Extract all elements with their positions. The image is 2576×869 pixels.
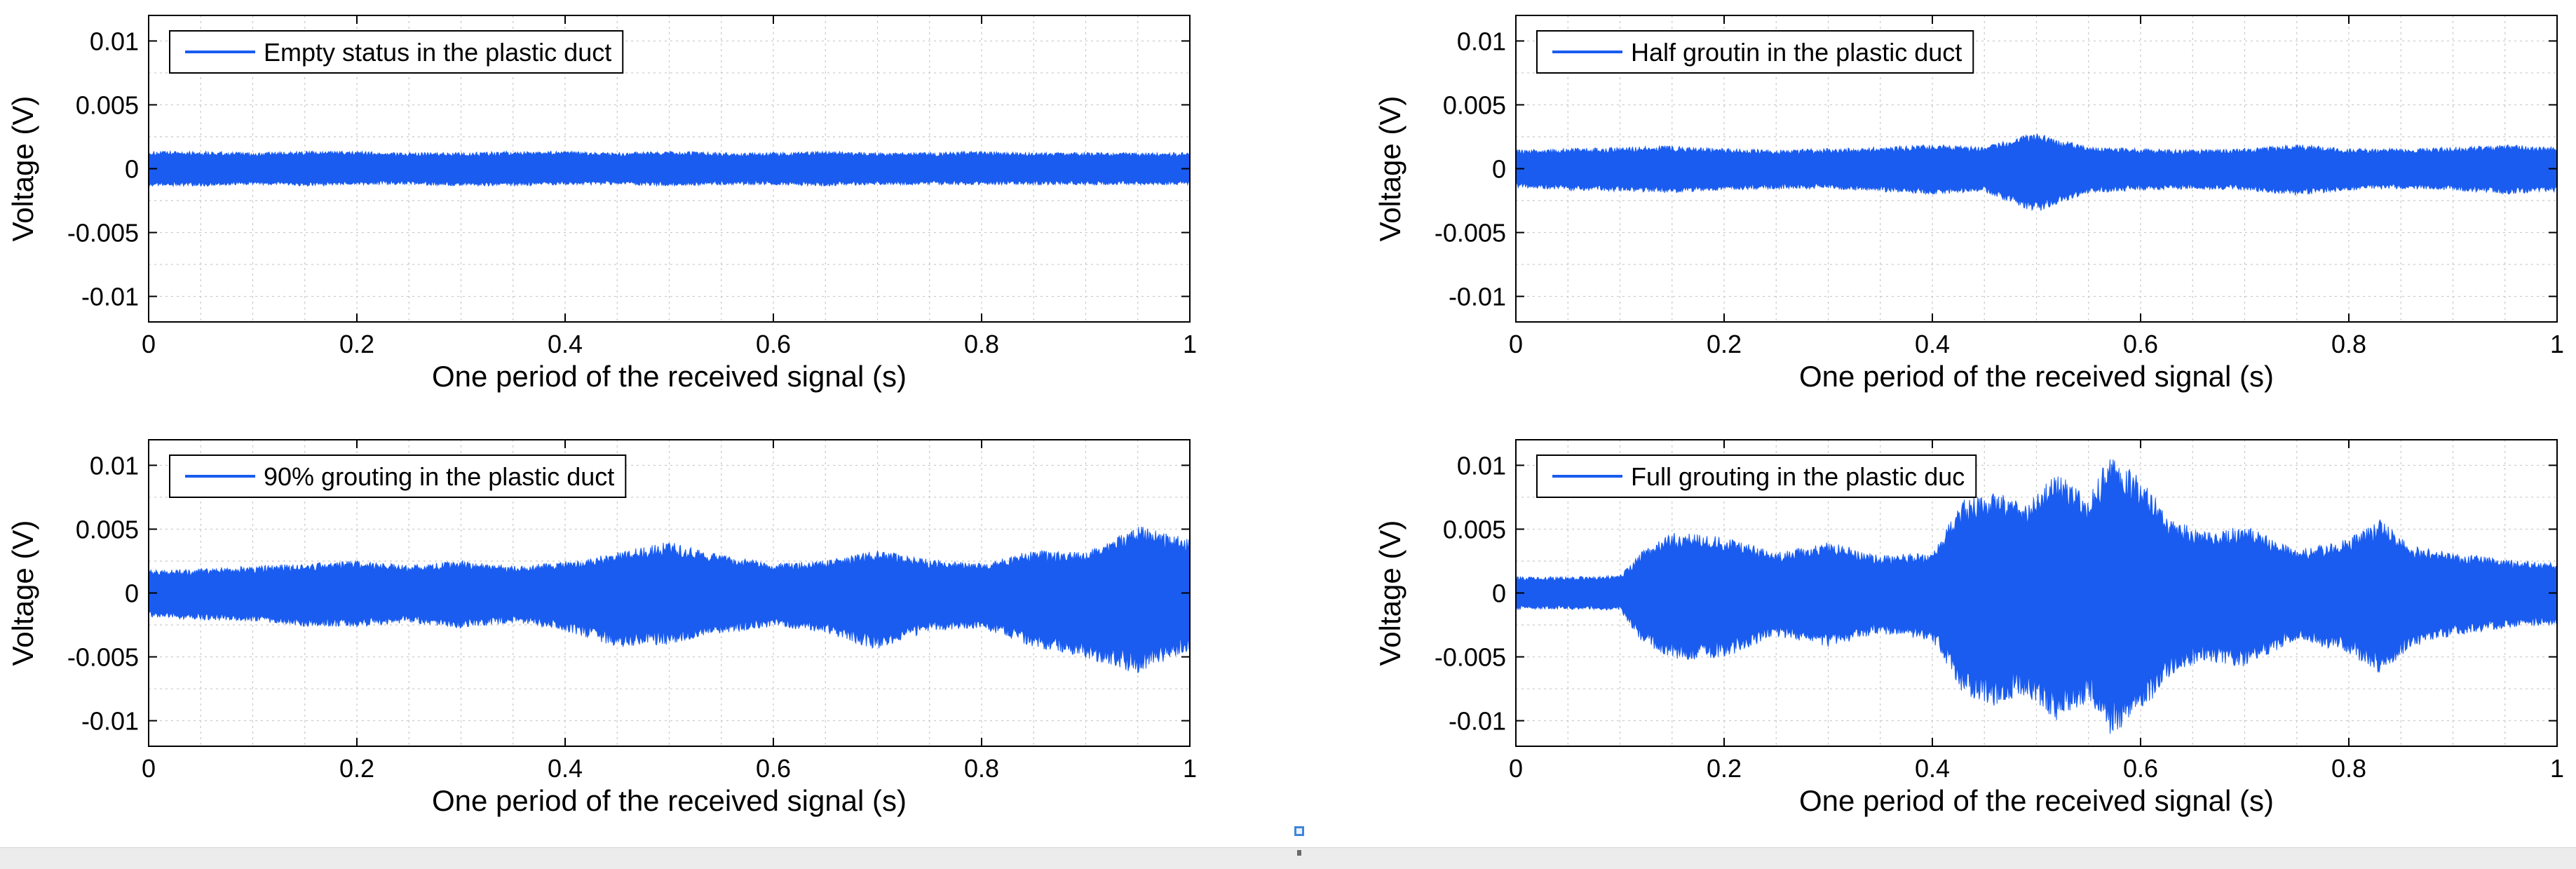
x-tick-label: 0.4 <box>548 754 583 783</box>
y-tick-label: -0.01 <box>81 283 139 311</box>
x-tick-label: 0.8 <box>2331 330 2366 358</box>
x-tick-label: 0.8 <box>964 754 999 783</box>
y-tick-label: 0 <box>125 155 139 184</box>
chart-panel-2: 0 0.2 0.4 0.6 0.8 1 -0.01 -0.005 0 0.005 0.01 One p… <box>1374 15 2564 393</box>
x-tick-label: 0.6 <box>756 754 791 783</box>
legend-box <box>1536 30 1974 74</box>
legend-entry: 90% grouting in the plastic duct <box>264 462 614 491</box>
x-tick-label: 0.4 <box>1915 754 1950 783</box>
y-tick-label: 0.005 <box>1443 90 1506 119</box>
y-tick-label: 0.01 <box>90 27 139 55</box>
y-tick-label: 0.005 <box>76 90 139 119</box>
y-tick-label: 0.005 <box>76 515 139 544</box>
x-tick-label: 0.8 <box>964 330 999 358</box>
x-tick-label: 0 <box>142 754 156 783</box>
legend-entry: Half groutin in the plastic duct <box>1631 38 1962 67</box>
x-tick-label: 0.8 <box>2331 754 2366 783</box>
signal-series-1 <box>148 149 1191 188</box>
x-tick-label: 0.2 <box>1707 754 1742 783</box>
y-tick-label: 0 <box>1492 155 1506 184</box>
x-axis-label: One period of the received signal (s) <box>432 360 907 393</box>
y-axis-label: Voltage (V) <box>6 96 39 242</box>
y-tick-label: 0.005 <box>1443 515 1506 544</box>
x-tick-label: 0.6 <box>2123 754 2158 783</box>
x-tick-label: 0.6 <box>756 330 791 358</box>
x-tick-label: 0.2 <box>1707 330 1742 358</box>
x-tick-label: 0 <box>142 330 156 358</box>
chart-panel-3: 0 0.2 0.4 0.6 0.8 1 -0.01 -0.005 0 0.005 0.01 One p… <box>6 439 1197 817</box>
x-tick-label: 0.6 <box>2123 330 2158 358</box>
x-tick-label: 1 <box>2550 754 2564 783</box>
y-tick-label: -0.005 <box>67 643 139 672</box>
y-tick-label: -0.01 <box>81 707 139 736</box>
resize-handle-icon[interactable] <box>1294 826 1304 836</box>
y-tick-label: 0 <box>1492 579 1506 608</box>
y-tick-label: 0.01 <box>1457 451 1506 480</box>
legend-entry: Empty status in the plastic duct <box>264 38 611 67</box>
chart-panel-1: 0 0.2 0.4 0.6 0.8 1 -0.01 -0.005 0 0.005 0.01 One p… <box>6 15 1197 393</box>
x-tick-label: 1 <box>2550 330 2564 358</box>
y-tick-label: -0.005 <box>67 219 139 248</box>
y-tick-label: 0 <box>125 579 139 608</box>
y-axis-label: Voltage (V) <box>6 520 39 666</box>
legend-entry: Full grouting in the plastic duc <box>1631 462 1965 491</box>
x-axis-label: One period of the received signal (s) <box>1799 360 2274 393</box>
x-tick-label: 0.4 <box>548 330 583 358</box>
y-tick-label: -0.01 <box>1449 707 1506 736</box>
y-tick-label: -0.01 <box>1449 283 1506 311</box>
chart-panel-4: 0 0.2 0.4 0.6 0.8 1 -0.01 -0.005 0 0.005 0.01 One p… <box>1374 439 2564 817</box>
bottom-status-strip <box>0 847 2576 869</box>
resize-tick-icon <box>1297 850 1301 856</box>
y-axis-label: Voltage (V) <box>1374 520 1406 666</box>
x-tick-label: 0.4 <box>1915 330 1950 358</box>
x-axis-label: One period of the received signal (s) <box>1799 784 2274 817</box>
y-axis-label: Voltage (V) <box>1374 96 1406 242</box>
x-tick-label: 0.2 <box>339 330 374 358</box>
y-tick-label: -0.005 <box>1435 643 1506 672</box>
x-tick-label: 1 <box>1183 754 1197 783</box>
y-tick-label: -0.005 <box>1435 219 1506 248</box>
y-tick-label: 0.01 <box>90 451 139 480</box>
x-tick-label: 0 <box>1509 754 1523 783</box>
x-tick-label: 0.2 <box>339 754 374 783</box>
x-axis-label: One period of the received signal (s) <box>432 784 907 817</box>
x-tick-label: 1 <box>1183 330 1197 358</box>
x-tick-label: 0 <box>1509 330 1523 358</box>
y-tick-label: 0.01 <box>1457 27 1506 55</box>
